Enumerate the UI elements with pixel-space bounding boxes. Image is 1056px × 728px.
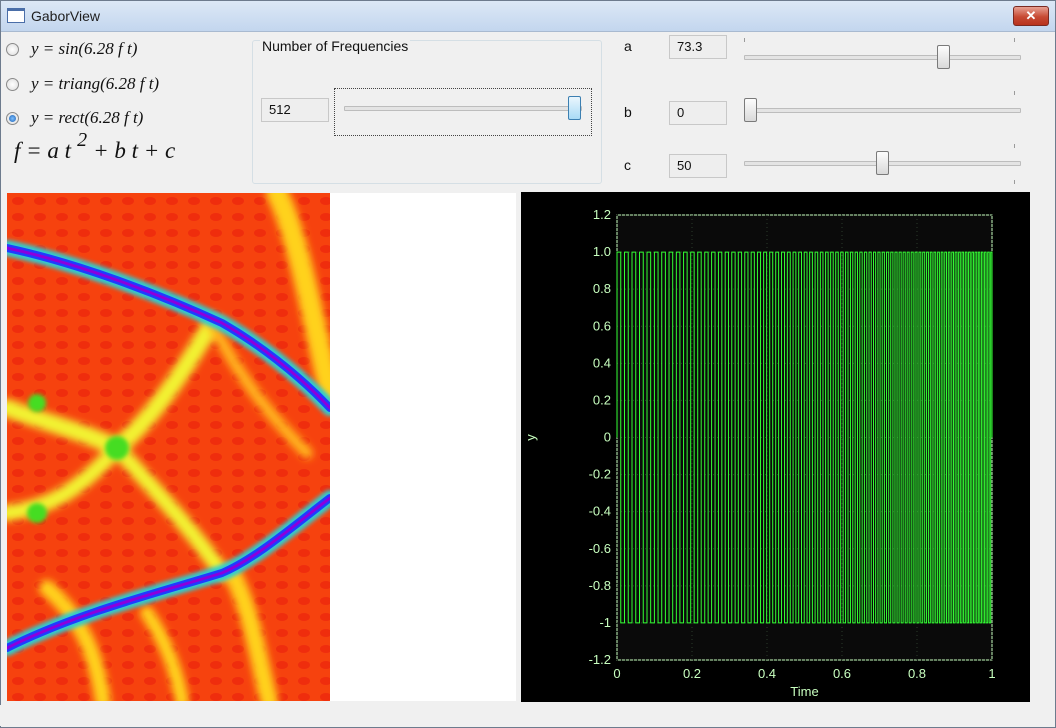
formula-power: 2 — [77, 129, 88, 151]
y-tick-label: -0.4 — [589, 504, 611, 519]
status-bar — [0, 705, 1054, 726]
radio-sin[interactable]: y = sin(6.28 f t) — [6, 38, 137, 60]
chart-y-ticks: 1.2 1.0 0.8 0.6 0.4 0.2 0 -0.2 -0.4 -0.6 -0.8 -1 -1.… — [589, 207, 611, 667]
y-tick-label: 0 — [604, 430, 611, 445]
chart-y-label: y — [523, 434, 538, 441]
x-tick-label: 1 — [988, 666, 995, 681]
gabor-spectrogram — [7, 193, 330, 701]
radio-rect-circle[interactable] — [6, 111, 19, 125]
y-tick-label: 0.2 — [593, 392, 611, 407]
radio-triang-label: y = triang(6.28 f t) — [31, 74, 160, 93]
frequencies-slider-track[interactable] — [344, 106, 582, 111]
x-tick-label: 0.4 — [758, 666, 776, 681]
param-a-label: a — [624, 38, 632, 54]
param-a-slider-thumb[interactable] — [936, 45, 950, 69]
radio-triang-circle[interactable] — [6, 77, 19, 91]
close-button[interactable]: ✕ — [1013, 6, 1049, 26]
frequencies-slider-thumb[interactable] — [568, 96, 581, 120]
param-c-value: 50 — [669, 154, 727, 178]
y-tick-label: -0.8 — [589, 578, 611, 593]
param-b-label: b — [624, 104, 632, 120]
x-tick-label: 0 — [613, 666, 620, 681]
param-b-slider-track[interactable] — [744, 108, 1021, 113]
formula-rhs: + b t + c — [93, 138, 176, 163]
radio-triang[interactable]: y = triang(6.28 f t) — [6, 73, 159, 95]
y-tick-label: 0.6 — [593, 318, 611, 333]
signal-trace — [616, 251, 993, 624]
y-tick-label: 1.0 — [593, 244, 611, 259]
radio-sin-circle[interactable] — [6, 42, 19, 56]
spectrogram-empty-region — [330, 193, 516, 701]
frequencies-value: 512 — [261, 98, 329, 122]
y-tick-label: 0.8 — [593, 281, 611, 296]
y-tick-label: 0.4 — [593, 355, 611, 370]
frequency-formula: f = a t 2 + b t + c — [14, 129, 176, 164]
param-a-tick-start — [744, 38, 745, 42]
signal-chart-svg: 1.2 1.0 0.8 0.6 0.4 0.2 0 -0.2 -0.4 -0.6 -0.8 -1 -1.… — [523, 207, 996, 699]
param-c-slider-thumb[interactable] — [876, 151, 889, 175]
param-a-value: 73.3 — [669, 35, 727, 59]
frequencies-group — [252, 40, 602, 184]
y-tick-label: -1 — [599, 615, 611, 630]
param-b-slider-thumb[interactable] — [744, 98, 757, 122]
y-tick-label: -1.2 — [589, 652, 611, 667]
y-tick-label: -0.6 — [589, 541, 611, 556]
x-tick-label: 0.6 — [833, 666, 851, 681]
y-tick-label: -0.2 — [589, 467, 611, 482]
param-c-label: c — [624, 157, 631, 173]
spectrogram-image — [7, 193, 330, 701]
radio-rect[interactable]: y = rect(6.28 f t) — [6, 107, 143, 129]
radio-sin-label: y = sin(6.28 f t) — [31, 39, 138, 58]
param-b-tick-end — [1014, 91, 1015, 95]
title-bar[interactable]: GaborView ✕ — [1, 1, 1055, 32]
x-tick-label: 0.8 — [908, 666, 926, 681]
frequencies-slider-focus — [334, 88, 592, 136]
radio-rect-label: y = rect(6.28 f t) — [31, 108, 144, 127]
formula-lhs: f = a t — [14, 138, 72, 163]
x-tick-label: 0.2 — [683, 666, 701, 681]
chart-x-ticks: 0 0.2 0.4 0.6 0.8 1 — [613, 666, 995, 681]
param-a-tick-end — [1014, 38, 1015, 42]
param-c-tick-bottom — [1014, 180, 1015, 184]
param-a-slider-track[interactable] — [744, 55, 1021, 60]
signal-chart: 1.2 1.0 0.8 0.6 0.4 0.2 0 -0.2 -0.4 -0.6 -0.8 -1 -1.… — [521, 192, 1030, 702]
frequencies-group-title: Number of Frequencies — [260, 38, 411, 54]
y-tick-label: 1.2 — [593, 207, 611, 222]
param-b-value: 0 — [669, 101, 727, 125]
window-icon — [7, 8, 25, 23]
param-c-tick-end — [1014, 144, 1015, 148]
chart-x-label: Time — [790, 684, 818, 699]
window-title: GaborView — [31, 8, 101, 24]
